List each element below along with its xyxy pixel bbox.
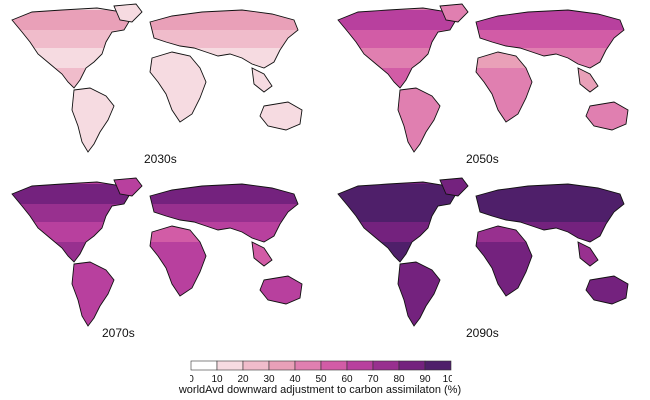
greenland-outline bbox=[439, 177, 469, 197]
map-panel-2070s: 2070s bbox=[2, 176, 322, 346]
legend-swatch bbox=[268, 360, 296, 371]
greenland-outline bbox=[113, 177, 143, 197]
legend-swatch bbox=[294, 360, 322, 371]
legend-tick-label: 50 bbox=[315, 374, 327, 385]
world-map-2070s bbox=[11, 177, 303, 327]
legend-swatch bbox=[398, 360, 426, 371]
map-panel-2030s: 2030s bbox=[2, 2, 322, 172]
northAmerica-outline bbox=[337, 7, 457, 89]
southAmerica-outline bbox=[397, 261, 441, 327]
africa-outline bbox=[149, 225, 207, 297]
australia-region bbox=[586, 102, 628, 130]
northAmerica-outline bbox=[337, 181, 457, 263]
legend-tick-label: 60 bbox=[341, 374, 353, 385]
southAmerica-outline bbox=[397, 87, 441, 153]
greenland-outline bbox=[439, 3, 469, 23]
legend-swatch bbox=[190, 360, 218, 371]
legend-title: worldAvd downward adjustment to carbon a… bbox=[178, 384, 462, 396]
panel-label-2050s: 2050s bbox=[466, 152, 499, 166]
panel-label-2090s: 2090s bbox=[466, 326, 499, 340]
legend-tick-label: 80 bbox=[393, 374, 405, 385]
legend-tick-label: 40 bbox=[289, 374, 301, 385]
seAsia-outline bbox=[577, 241, 599, 267]
panel-label-2030s: 2030s bbox=[144, 152, 177, 166]
australia-outline bbox=[585, 101, 629, 131]
australia-region bbox=[260, 276, 302, 304]
legend-tick-label: 70 bbox=[367, 374, 379, 385]
world-map-2090s bbox=[337, 177, 629, 327]
africa-outline bbox=[475, 51, 533, 123]
australia-outline bbox=[259, 275, 303, 305]
africa-outline bbox=[475, 225, 533, 297]
world-map-2050s bbox=[337, 3, 629, 153]
map-panel-2050s: 2050s bbox=[328, 2, 648, 172]
australia-outline bbox=[585, 275, 629, 305]
legend-tick-label: 90 bbox=[419, 374, 431, 385]
europeAsia-outline bbox=[475, 183, 625, 243]
map-panel-2090s: 2090s bbox=[328, 176, 648, 346]
europeAsia-outline bbox=[475, 9, 625, 69]
legend-tick-label: 30 bbox=[263, 374, 275, 385]
legend-swatch bbox=[372, 360, 400, 371]
legend-tick-label: 20 bbox=[237, 374, 249, 385]
southAmerica-outline bbox=[71, 87, 115, 153]
europeAsia-outline bbox=[149, 9, 299, 69]
legend-colorbar: 0 10 20 30 40 50 60 70 80 90 100 bbox=[190, 360, 452, 385]
europeAsia-outline bbox=[149, 183, 299, 243]
legend-swatch bbox=[242, 360, 270, 371]
africa-outline bbox=[149, 51, 207, 123]
legend-tick-label: 0 bbox=[190, 374, 194, 385]
seAsia-outline bbox=[251, 67, 273, 93]
seAsia-outline bbox=[251, 241, 273, 267]
legend-tick-label: 100 bbox=[443, 374, 452, 385]
southAmerica-outline bbox=[71, 261, 115, 327]
color-legend: 0 10 20 30 40 50 60 70 80 90 100 worldAvd downward… bbox=[179, 360, 461, 400]
greenland-outline bbox=[113, 3, 143, 23]
australia-region bbox=[586, 276, 628, 304]
legend-swatch bbox=[320, 360, 348, 371]
panel-label-2070s: 2070s bbox=[102, 326, 135, 340]
legend-swatch bbox=[216, 360, 244, 371]
seAsia-outline bbox=[577, 67, 599, 93]
australia-region bbox=[260, 102, 302, 130]
northAmerica-outline bbox=[11, 181, 131, 263]
northAmerica-outline bbox=[11, 7, 131, 89]
legend-tick-label: 10 bbox=[211, 374, 223, 385]
world-map-2030s bbox=[11, 3, 303, 153]
legend-swatch bbox=[424, 360, 452, 371]
australia-outline bbox=[259, 101, 303, 131]
legend-swatch bbox=[346, 360, 374, 371]
